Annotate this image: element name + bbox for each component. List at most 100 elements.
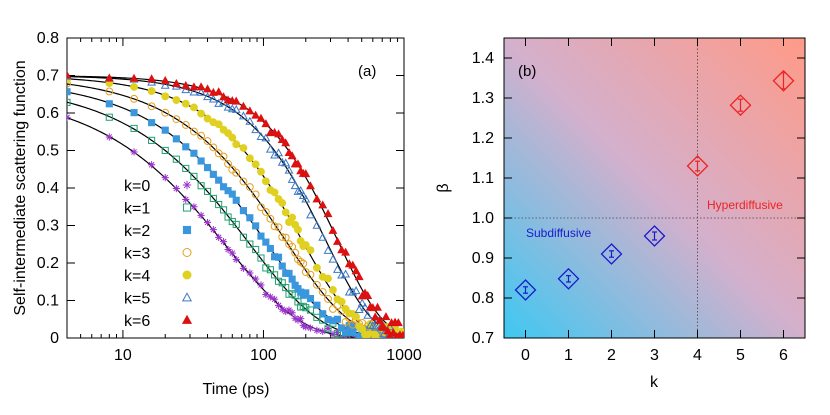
panel-a-ticks: 10 100 1000 0 0.1 0.2 0.3 0.4 0.5 0.6 0.7 0.8	[37, 30, 422, 364]
data-point	[224, 159, 232, 168]
data-point	[351, 266, 361, 275]
data-point	[203, 92, 212, 101]
data-point	[328, 254, 338, 263]
data-point	[209, 170, 217, 178]
x-tick-label: 1	[564, 347, 573, 364]
data-point	[181, 99, 190, 108]
data-point	[231, 96, 241, 105]
data-point	[288, 213, 297, 222]
data-point	[290, 181, 300, 190]
data-point	[301, 169, 311, 178]
panel-b-y-label: β	[435, 183, 452, 192]
x-tick-label: 100	[250, 347, 277, 364]
data-point	[161, 108, 170, 117]
data-point	[284, 165, 294, 174]
data-point	[391, 337, 392, 338]
data-point	[277, 134, 287, 144]
data-point	[224, 245, 232, 254]
data-point	[390, 339, 396, 345]
data-point	[67, 113, 71, 121]
data-point	[197, 211, 205, 219]
data-point	[214, 120, 223, 129]
data-point	[381, 312, 391, 321]
data-point	[274, 277, 283, 285]
data-point	[148, 161, 156, 169]
data-point	[352, 312, 360, 321]
data-point	[285, 306, 293, 314]
data-point	[261, 133, 271, 142]
data-point	[397, 336, 403, 338]
y-tick-label: 0.5	[37, 143, 59, 160]
beta-point	[686, 155, 709, 177]
data-point	[232, 196, 240, 204]
data-point	[262, 238, 270, 246]
data-point	[189, 87, 199, 96]
data-point	[274, 253, 283, 261]
fit-curve-k3	[67, 83, 404, 338]
data-point	[306, 306, 315, 314]
fit-curve-k5	[67, 76, 404, 337]
data-point	[203, 84, 212, 93]
data-point	[270, 295, 279, 303]
beta-marker	[729, 94, 752, 117]
data-point	[278, 199, 287, 207]
legend-marker	[182, 180, 192, 190]
subdiffusive-annotation: Subdiffusive	[526, 226, 591, 240]
data-point	[302, 289, 310, 297]
data-point	[306, 295, 315, 303]
panel-b-ticks: 0 1 2 3 4 5 6 0.7 0.8 0.9 1.0 1.1 1.2 1.3 1.4	[472, 38, 805, 364]
data-point	[270, 222, 279, 231]
data-point	[312, 194, 322, 203]
data-point	[333, 315, 341, 323]
data-point	[261, 119, 271, 128]
beta-point	[514, 279, 537, 301]
data-point	[332, 236, 342, 245]
data-point	[271, 271, 279, 279]
series-k2	[67, 88, 404, 345]
data-point	[147, 74, 157, 83]
data-point	[209, 194, 217, 203]
data-point	[219, 238, 228, 246]
data-point	[147, 87, 156, 95]
data-point	[294, 225, 302, 234]
legend-marker	[182, 225, 192, 235]
data-point	[270, 150, 280, 159]
data-point	[219, 183, 228, 191]
data-point	[196, 87, 206, 96]
data-point	[306, 246, 315, 255]
data-point	[172, 135, 180, 143]
data-point	[379, 322, 389, 331]
data-point	[319, 310, 327, 318]
data-point	[130, 109, 138, 117]
beta-marker	[557, 267, 580, 290]
data-point	[245, 183, 254, 191]
series-k3	[67, 79, 403, 338]
beta-marker	[772, 69, 795, 92]
data-point	[354, 272, 364, 281]
data-point	[252, 245, 260, 254]
data-point	[219, 152, 228, 161]
data-point	[160, 76, 170, 85]
data-point	[227, 104, 237, 113]
y-tick-label: 0	[50, 330, 59, 347]
data-point	[324, 274, 332, 283]
data-point	[393, 339, 400, 346]
fit-curve-k4	[67, 78, 404, 338]
data-point	[209, 225, 217, 234]
data-point	[293, 159, 303, 168]
x-tick-label: 5	[736, 347, 745, 364]
data-point	[318, 200, 328, 209]
data-point	[301, 241, 310, 249]
data-point	[341, 247, 351, 256]
data-point	[172, 155, 180, 163]
data-point	[388, 337, 396, 338]
data-point	[257, 167, 265, 176]
data-point	[337, 245, 347, 254]
data-point	[181, 121, 190, 129]
data-point	[367, 339, 373, 345]
data-point	[341, 333, 350, 338]
data-point	[369, 339, 376, 346]
data-point	[262, 290, 270, 299]
data-point	[287, 174, 297, 183]
